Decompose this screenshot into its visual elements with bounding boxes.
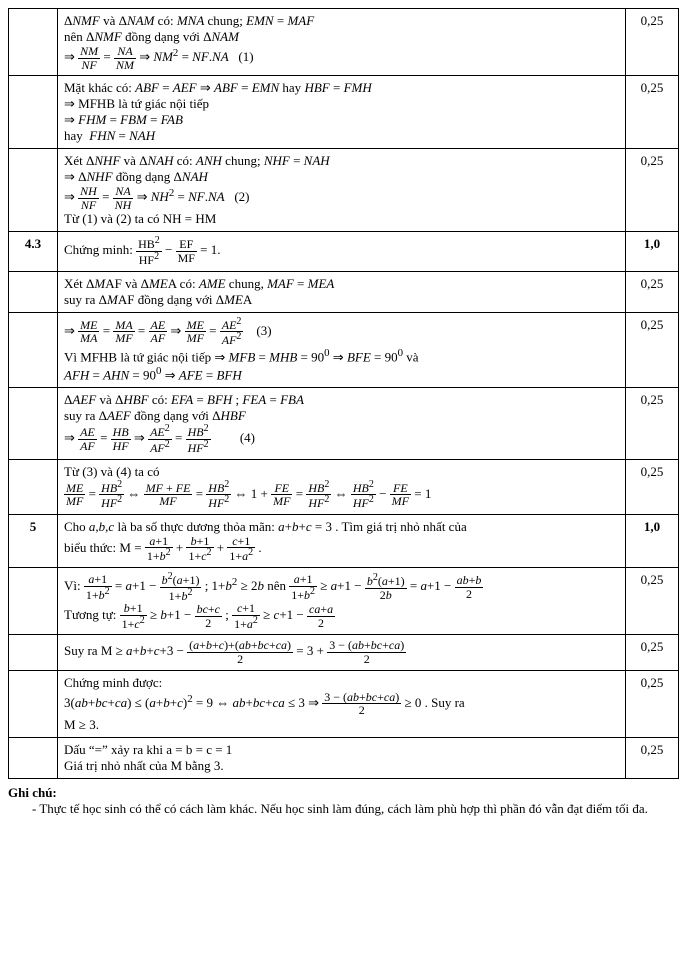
footnote-title: Ghi chú: [8,785,57,800]
row-score: 0,25 [626,635,679,670]
row-number [9,635,58,670]
table-row: Xét ΔMAF và ΔMEA có: AME chung, MAF = ME… [9,271,679,312]
row-score: 0,25 [626,76,679,149]
table-row: Vì: a+11+b2 = a+1 − b2(a+1)1+b2 ; 1+b2 ≥… [9,567,679,634]
row-content: Xét ΔNHF và ΔNAH có: ANH chung; NHF = NA… [58,149,626,232]
row-number [9,388,58,459]
row-content: ΔAEF và ΔHBF có: EFA = BFH ; FEA = FBAsu… [58,388,626,459]
row-content: ΔNMF và ΔNAM có: MNA chung; EMN = MAFnên… [58,9,626,76]
footnote-text: - Thực tế học sinh có thể có cách làm kh… [8,801,648,816]
row-score: 0,25 [626,459,679,514]
row-score: 0,25 [626,567,679,634]
table-row: ⇒ MEMA = MAMF = AEAF ⇒ MEMF = AE2AF2 (3)… [9,312,679,388]
row-content: Xét ΔMAF và ΔMEA có: AME chung, MAF = ME… [58,271,626,312]
row-number [9,312,58,388]
row-score: 1,0 [626,514,679,567]
row-content: Vì: a+11+b2 = a+1 − b2(a+1)1+b2 ; 1+b2 ≥… [58,567,626,634]
table-row: ΔAEF và ΔHBF có: EFA = BFH ; FEA = FBAsu… [9,388,679,459]
row-content: Mặt khác có: ABF = AEF ⇒ ABF = EMN hay H… [58,76,626,149]
row-score: 0,25 [626,670,679,737]
table-row: Mặt khác có: ABF = AEF ⇒ ABF = EMN hay H… [9,76,679,149]
table-row: 5Cho a,b,c là ba số thực dương thỏa mãn:… [9,514,679,567]
row-content: Dấu “=” xảy ra khi a = b = c = 1Giá trị … [58,737,626,778]
row-number [9,149,58,232]
row-number [9,670,58,737]
row-score: 0,25 [626,271,679,312]
row-score: 0,25 [626,312,679,388]
row-number [9,459,58,514]
row-score: 0,25 [626,149,679,232]
row-content: Chứng minh được:3(ab+bc+ca) ≤ (a+b+c)2 =… [58,670,626,737]
row-content: Chứng minh: HB2HF2 − EFMF = 1. [58,232,626,271]
row-score: 1,0 [626,232,679,271]
table-row: ΔNMF và ΔNAM có: MNA chung; EMN = MAFnên… [9,9,679,76]
row-content: Suy ra M ≥ a+b+c+3 − (a+b+c)+(ab+bc+ca)2… [58,635,626,670]
row-number [9,567,58,634]
table-row: 4.3Chứng minh: HB2HF2 − EFMF = 1.1,0 [9,232,679,271]
row-number: 5 [9,514,58,567]
table-row: Chứng minh được:3(ab+bc+ca) ≤ (a+b+c)2 =… [9,670,679,737]
row-content: Từ (3) và (4) ta cóMEMF = HB2HF2 ⇔ MF + … [58,459,626,514]
solution-table: ΔNMF và ΔNAM có: MNA chung; EMN = MAFnên… [8,8,679,779]
row-number [9,9,58,76]
table-row: Xét ΔNHF và ΔNAH có: ANH chung; NHF = NA… [9,149,679,232]
row-number [9,76,58,149]
footnote: Ghi chú: - Thực tế học sinh có thể có cá… [8,785,679,817]
row-score: 0,25 [626,388,679,459]
row-number [9,271,58,312]
row-content: Cho a,b,c là ba số thực dương thỏa mãn: … [58,514,626,567]
row-score: 0,25 [626,9,679,76]
table-row: Suy ra M ≥ a+b+c+3 − (a+b+c)+(ab+bc+ca)2… [9,635,679,670]
row-number [9,737,58,778]
row-content: ⇒ MEMA = MAMF = AEAF ⇒ MEMF = AE2AF2 (3)… [58,312,626,388]
row-score: 0,25 [626,737,679,778]
table-row: Dấu “=” xảy ra khi a = b = c = 1Giá trị … [9,737,679,778]
table-row: Từ (3) và (4) ta cóMEMF = HB2HF2 ⇔ MF + … [9,459,679,514]
row-number: 4.3 [9,232,58,271]
